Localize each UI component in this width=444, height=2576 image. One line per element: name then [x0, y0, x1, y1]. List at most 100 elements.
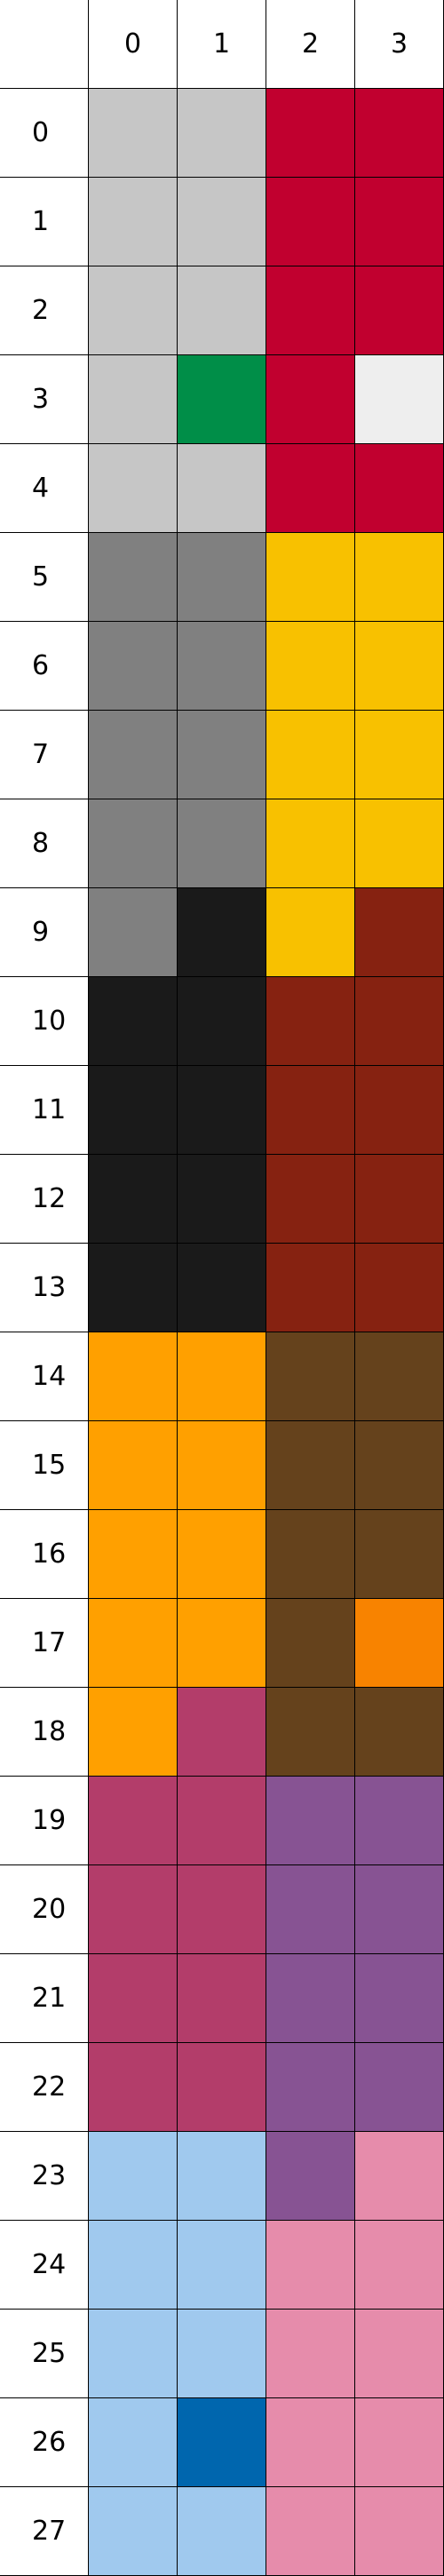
grid-cell-r3-c0[interactable]: [89, 355, 178, 444]
grid-cell-r7-c0[interactable]: [89, 711, 178, 799]
grid-cell-r13-c0[interactable]: [89, 1244, 178, 1332]
grid-cell-r27-c1[interactable]: [178, 2487, 266, 2576]
grid-cell-r25-c1[interactable]: [178, 2310, 266, 2398]
grid-cell-r14-c0[interactable]: [89, 1332, 178, 1421]
grid-cell-r17-c3[interactable]: [355, 1599, 444, 1688]
grid-cell-r0-c1[interactable]: [178, 89, 266, 178]
grid-cell-r7-c1[interactable]: [178, 711, 266, 799]
grid-cell-r2-c1[interactable]: [178, 266, 266, 355]
grid-cell-r23-c2[interactable]: [266, 2132, 355, 2221]
grid-cell-r9-c3[interactable]: [355, 888, 444, 977]
grid-cell-r1-c0[interactable]: [89, 178, 178, 266]
grid-cell-r8-c2[interactable]: [266, 799, 355, 888]
grid-cell-r18-c3[interactable]: [355, 1688, 444, 1777]
grid-cell-r12-c0[interactable]: [89, 1155, 178, 1244]
grid-cell-r26-c1[interactable]: [178, 2398, 266, 2487]
grid-cell-r24-c2[interactable]: [266, 2221, 355, 2310]
grid-cell-r21-c0[interactable]: [89, 1954, 178, 2043]
grid-cell-r16-c1[interactable]: [178, 1510, 266, 1599]
grid-cell-r7-c3[interactable]: [355, 711, 444, 799]
grid-cell-r6-c2[interactable]: [266, 622, 355, 711]
grid-cell-r8-c0[interactable]: [89, 799, 178, 888]
grid-cell-r25-c0[interactable]: [89, 2310, 178, 2398]
grid-cell-r9-c0[interactable]: [89, 888, 178, 977]
grid-cell-r5-c0[interactable]: [89, 533, 178, 622]
grid-cell-r15-c0[interactable]: [89, 1421, 178, 1510]
grid-cell-r5-c3[interactable]: [355, 533, 444, 622]
grid-cell-r17-c0[interactable]: [89, 1599, 178, 1688]
grid-cell-r17-c2[interactable]: [266, 1599, 355, 1688]
grid-cell-r15-c1[interactable]: [178, 1421, 266, 1510]
grid-cell-r16-c2[interactable]: [266, 1510, 355, 1599]
grid-cell-r27-c2[interactable]: [266, 2487, 355, 2576]
grid-cell-r24-c1[interactable]: [178, 2221, 266, 2310]
grid-cell-r23-c1[interactable]: [178, 2132, 266, 2221]
grid-cell-r21-c3[interactable]: [355, 1954, 444, 2043]
grid-cell-r14-c2[interactable]: [266, 1332, 355, 1421]
grid-cell-r14-c3[interactable]: [355, 1332, 444, 1421]
grid-cell-r3-c1[interactable]: [178, 355, 266, 444]
grid-cell-r7-c2[interactable]: [266, 711, 355, 799]
grid-cell-r3-c2[interactable]: [266, 355, 355, 444]
grid-cell-r18-c1[interactable]: [178, 1688, 266, 1777]
grid-cell-r0-c0[interactable]: [89, 89, 178, 178]
grid-cell-r19-c2[interactable]: [266, 1777, 355, 1865]
grid-cell-r5-c2[interactable]: [266, 533, 355, 622]
grid-cell-r27-c0[interactable]: [89, 2487, 178, 2576]
grid-cell-r0-c2[interactable]: [266, 89, 355, 178]
grid-cell-r20-c2[interactable]: [266, 1865, 355, 1954]
grid-cell-r9-c1[interactable]: [178, 888, 266, 977]
grid-cell-r4-c2[interactable]: [266, 444, 355, 533]
grid-cell-r1-c2[interactable]: [266, 178, 355, 266]
grid-cell-r16-c0[interactable]: [89, 1510, 178, 1599]
grid-cell-r17-c1[interactable]: [178, 1599, 266, 1688]
grid-cell-r12-c1[interactable]: [178, 1155, 266, 1244]
grid-cell-r4-c0[interactable]: [89, 444, 178, 533]
grid-cell-r11-c3[interactable]: [355, 1066, 444, 1155]
grid-cell-r6-c1[interactable]: [178, 622, 266, 711]
grid-cell-r19-c1[interactable]: [178, 1777, 266, 1865]
grid-cell-r20-c1[interactable]: [178, 1865, 266, 1954]
grid-cell-r12-c3[interactable]: [355, 1155, 444, 1244]
grid-cell-r4-c1[interactable]: [178, 444, 266, 533]
grid-cell-r10-c2[interactable]: [266, 977, 355, 1066]
grid-cell-r10-c0[interactable]: [89, 977, 178, 1066]
grid-cell-r13-c3[interactable]: [355, 1244, 444, 1332]
grid-cell-r9-c2[interactable]: [266, 888, 355, 977]
grid-cell-r25-c2[interactable]: [266, 2310, 355, 2398]
grid-cell-r6-c0[interactable]: [89, 622, 178, 711]
grid-cell-r24-c0[interactable]: [89, 2221, 178, 2310]
grid-cell-r12-c2[interactable]: [266, 1155, 355, 1244]
grid-cell-r2-c2[interactable]: [266, 266, 355, 355]
grid-cell-r6-c3[interactable]: [355, 622, 444, 711]
grid-cell-r11-c2[interactable]: [266, 1066, 355, 1155]
grid-cell-r23-c3[interactable]: [355, 2132, 444, 2221]
grid-cell-r22-c3[interactable]: [355, 2043, 444, 2132]
grid-cell-r18-c2[interactable]: [266, 1688, 355, 1777]
grid-cell-r13-c2[interactable]: [266, 1244, 355, 1332]
grid-cell-r20-c3[interactable]: [355, 1865, 444, 1954]
grid-cell-r0-c3[interactable]: [355, 89, 444, 178]
grid-cell-r15-c3[interactable]: [355, 1421, 444, 1510]
grid-cell-r26-c2[interactable]: [266, 2398, 355, 2487]
grid-cell-r14-c1[interactable]: [178, 1332, 266, 1421]
grid-cell-r20-c0[interactable]: [89, 1865, 178, 1954]
grid-cell-r11-c1[interactable]: [178, 1066, 266, 1155]
grid-cell-r11-c0[interactable]: [89, 1066, 178, 1155]
grid-cell-r8-c1[interactable]: [178, 799, 266, 888]
grid-cell-r4-c3[interactable]: [355, 444, 444, 533]
grid-cell-r21-c2[interactable]: [266, 1954, 355, 2043]
grid-cell-r10-c3[interactable]: [355, 977, 444, 1066]
grid-cell-r26-c3[interactable]: [355, 2398, 444, 2487]
grid-cell-r2-c3[interactable]: [355, 266, 444, 355]
grid-cell-r23-c0[interactable]: [89, 2132, 178, 2221]
grid-cell-r10-c1[interactable]: [178, 977, 266, 1066]
grid-cell-r22-c1[interactable]: [178, 2043, 266, 2132]
grid-cell-r25-c3[interactable]: [355, 2310, 444, 2398]
grid-cell-r2-c0[interactable]: [89, 266, 178, 355]
grid-cell-r5-c1[interactable]: [178, 533, 266, 622]
grid-cell-r19-c0[interactable]: [89, 1777, 178, 1865]
grid-cell-r22-c2[interactable]: [266, 2043, 355, 2132]
grid-cell-r16-c3[interactable]: [355, 1510, 444, 1599]
grid-cell-r18-c0[interactable]: [89, 1688, 178, 1777]
